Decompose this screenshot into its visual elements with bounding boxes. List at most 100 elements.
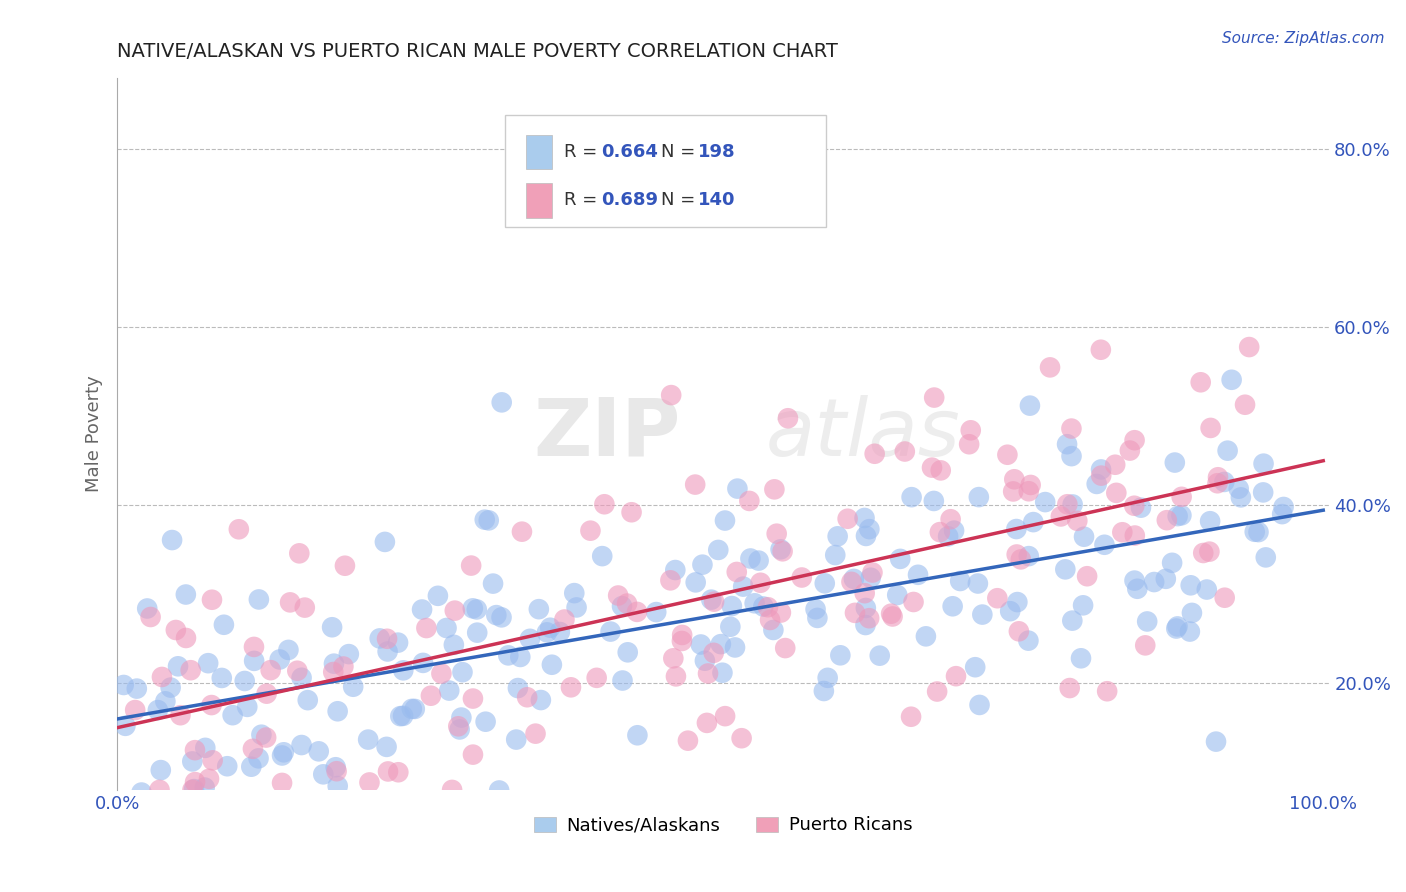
Point	[1234, 398, 1257, 412]
Point	[725, 482, 748, 496]
Point	[696, 715, 718, 730]
Point	[200, 698, 222, 712]
Point	[560, 681, 582, 695]
Point	[236, 699, 259, 714]
Point	[1220, 373, 1243, 387]
Point	[159, 681, 181, 695]
Point	[1090, 343, 1112, 357]
Point	[707, 543, 730, 558]
Point	[112, 678, 135, 692]
Point	[886, 588, 908, 602]
Point	[855, 601, 877, 615]
Point	[1060, 421, 1083, 435]
Point	[243, 654, 266, 668]
Point	[506, 681, 529, 695]
Point	[180, 663, 202, 677]
Point	[969, 698, 991, 712]
Point	[965, 660, 987, 674]
Point	[411, 602, 433, 616]
Point	[1272, 500, 1295, 514]
Point	[626, 728, 648, 742]
Point	[1017, 633, 1039, 648]
Point	[959, 423, 981, 437]
Point	[1123, 499, 1146, 513]
Point	[1039, 360, 1062, 375]
Point	[607, 589, 630, 603]
Point	[1123, 434, 1146, 448]
FancyBboxPatch shape	[505, 115, 827, 227]
Point	[972, 607, 994, 622]
Point	[714, 514, 737, 528]
Point	[516, 690, 538, 705]
Point	[1164, 456, 1187, 470]
Point	[1136, 615, 1159, 629]
Point	[340, 805, 363, 820]
Point	[1129, 500, 1152, 515]
Point	[804, 602, 827, 616]
Point	[1216, 443, 1239, 458]
Text: R =: R =	[564, 192, 603, 210]
Bar	[526, 135, 553, 169]
Text: 198: 198	[697, 143, 735, 161]
Point	[1180, 578, 1202, 592]
Point	[538, 621, 561, 635]
Point	[359, 775, 381, 789]
Point	[415, 621, 437, 635]
Point	[1059, 681, 1081, 695]
Point	[260, 663, 283, 677]
Point	[461, 691, 484, 706]
Point	[143, 802, 166, 816]
Point	[1019, 478, 1042, 492]
Point	[465, 625, 488, 640]
Point	[333, 558, 356, 573]
Point	[1251, 485, 1274, 500]
Point	[685, 575, 707, 590]
Point	[368, 632, 391, 646]
Point	[436, 621, 458, 635]
Point	[921, 460, 943, 475]
Point	[254, 731, 277, 745]
Point	[553, 613, 575, 627]
Point	[700, 592, 723, 607]
Point	[524, 726, 547, 740]
Point	[591, 549, 613, 563]
Point	[277, 643, 299, 657]
Point	[943, 524, 966, 538]
Point	[1135, 639, 1157, 653]
Text: 140: 140	[697, 192, 735, 210]
Point	[1076, 569, 1098, 583]
Point	[693, 654, 716, 668]
Point	[692, 558, 714, 572]
Point	[233, 673, 256, 688]
Point	[201, 592, 224, 607]
Point	[1104, 458, 1126, 472]
Point	[1126, 582, 1149, 596]
Point	[271, 748, 294, 763]
Point	[243, 640, 266, 654]
Point	[1166, 619, 1188, 633]
Text: NATIVE/ALASKAN VS PUERTO RICAN MALE POVERTY CORRELATION CHART: NATIVE/ALASKAN VS PUERTO RICAN MALE POVE…	[117, 42, 838, 61]
Point	[998, 604, 1021, 618]
Point	[181, 755, 204, 769]
Point	[1170, 508, 1192, 523]
Point	[439, 683, 461, 698]
Point	[862, 566, 884, 580]
Point	[194, 740, 217, 755]
Point	[903, 595, 925, 609]
Y-axis label: Male Poverty: Male Poverty	[86, 376, 103, 492]
Point	[762, 623, 785, 637]
Point	[1205, 734, 1227, 748]
Point	[211, 671, 233, 685]
Point	[769, 606, 792, 620]
Point	[326, 779, 349, 793]
Point	[1123, 528, 1146, 542]
Point	[1094, 538, 1116, 552]
Point	[198, 772, 221, 786]
Point	[841, 574, 863, 589]
Point	[593, 497, 616, 511]
Point	[1022, 515, 1045, 529]
Point	[325, 764, 347, 779]
Point	[858, 522, 880, 536]
Point	[844, 606, 866, 620]
Point	[337, 647, 360, 661]
